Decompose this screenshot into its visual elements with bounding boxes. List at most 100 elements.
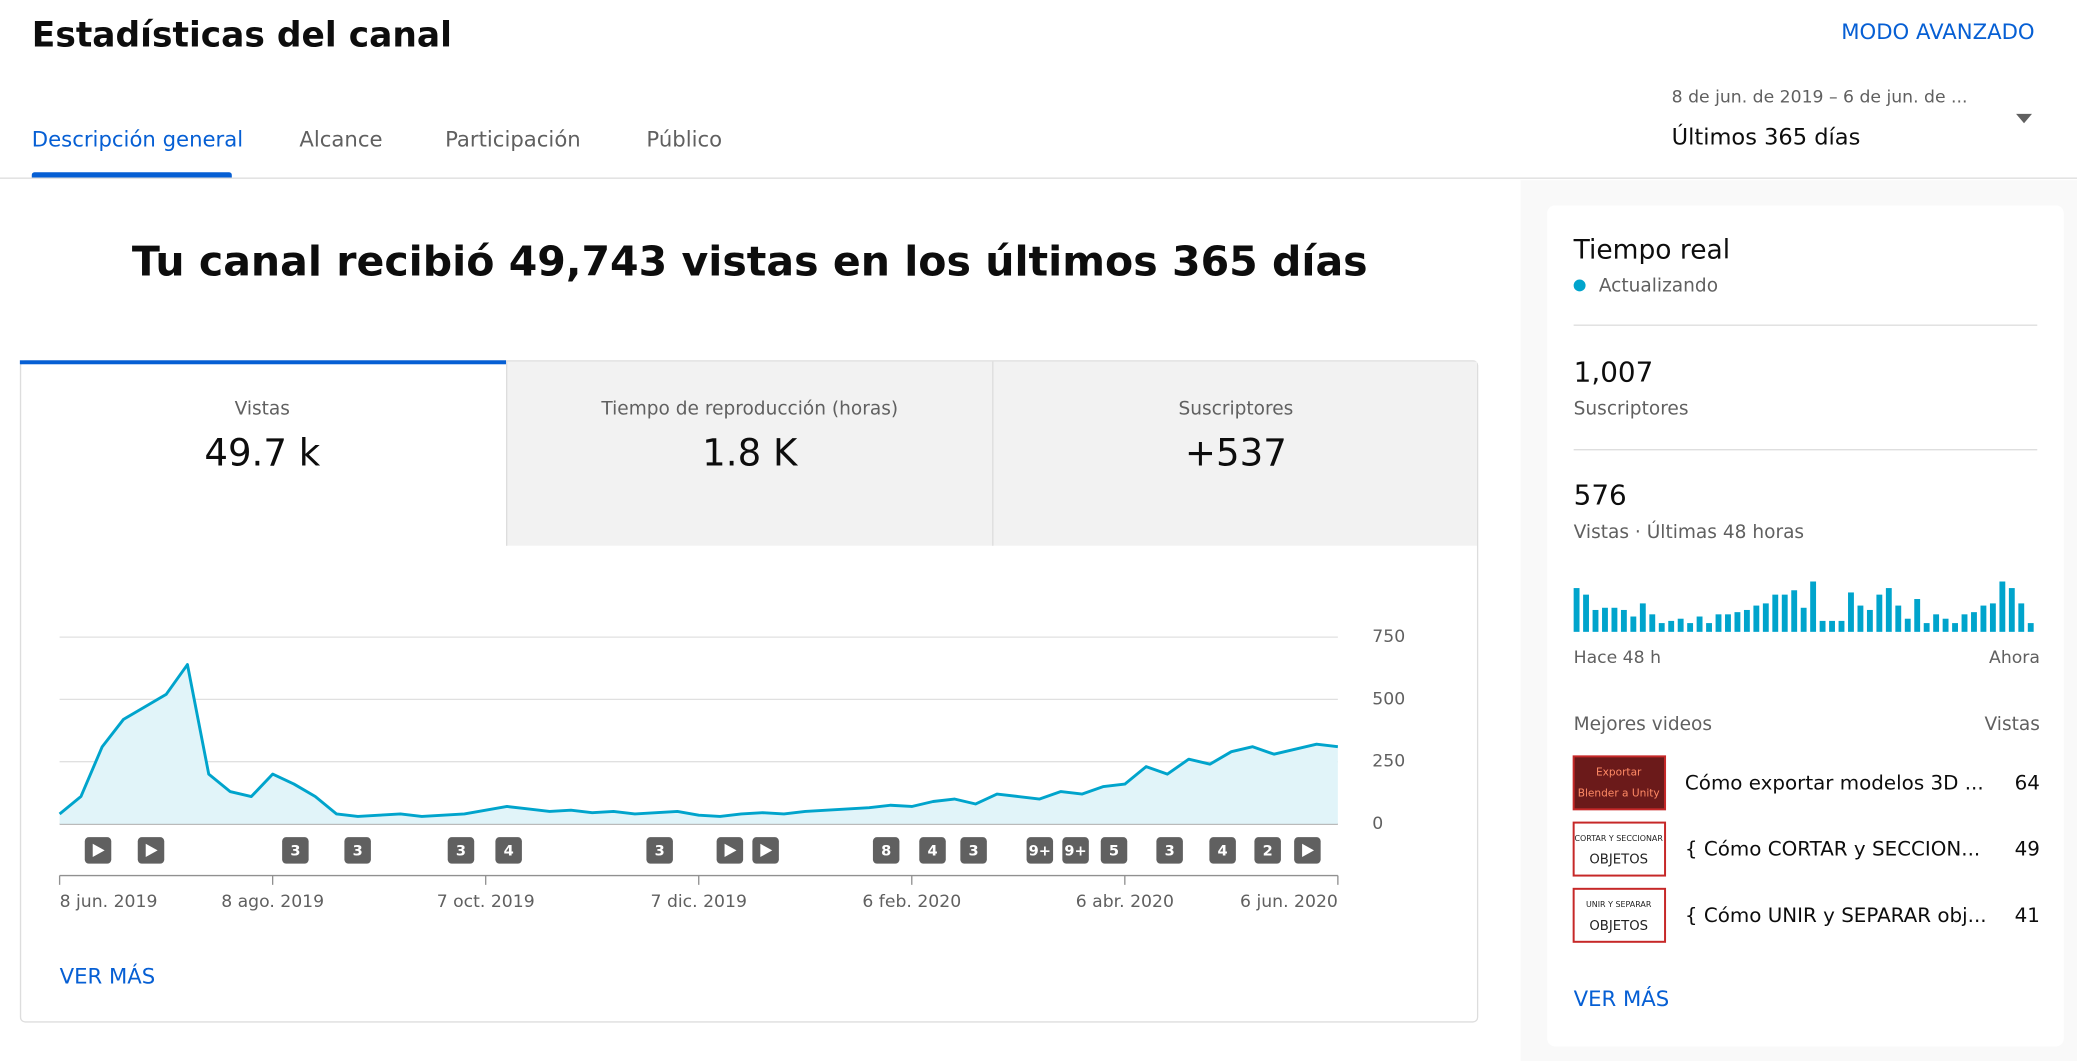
area bbox=[59, 664, 1338, 824]
realtime-status: Actualizando bbox=[1598, 275, 1719, 297]
metric-label[interactable]: Suscriptores bbox=[1178, 398, 1294, 420]
play-icon bbox=[1302, 843, 1315, 858]
spark-bar bbox=[1800, 607, 1807, 632]
spark-bar bbox=[1706, 623, 1712, 632]
spark-bar bbox=[1989, 603, 1996, 632]
metric-label[interactable]: Tiempo de reproducción (horas) bbox=[601, 398, 899, 420]
video-marker bbox=[1026, 837, 1054, 864]
spark-bar bbox=[2018, 603, 2025, 632]
thumbnail-text: CORTAR Y SECCIONAR bbox=[1574, 834, 1663, 843]
video-marker bbox=[872, 837, 900, 864]
advanced-mode-text: MODO AVANZADO bbox=[1841, 19, 2035, 45]
spark-bar bbox=[1762, 603, 1769, 632]
video-marker-label: 3 bbox=[969, 843, 979, 860]
spark-bar bbox=[1952, 623, 1958, 632]
video-marker-label: 2 bbox=[1263, 843, 1273, 860]
video-marker-label: 3 bbox=[1165, 843, 1175, 860]
video-title[interactable]: { Cómo CORTAR y SECCION... bbox=[1684, 837, 1981, 862]
spark-bar bbox=[1791, 590, 1798, 632]
metric-label[interactable]: Vistas bbox=[234, 398, 290, 420]
video-marker-label: 8 bbox=[881, 843, 891, 860]
video-marker-label: 9+ bbox=[1029, 843, 1051, 860]
spark-bar bbox=[1933, 614, 1940, 632]
spark-bar bbox=[1602, 607, 1608, 632]
views-count: 576 bbox=[1573, 479, 1627, 512]
spark-bar bbox=[1971, 612, 1977, 632]
video-marker bbox=[646, 837, 673, 864]
tab[interactable]: Participación bbox=[445, 126, 581, 152]
tab[interactable]: Alcance bbox=[299, 126, 383, 152]
tab-underline bbox=[31, 172, 232, 178]
video-title[interactable]: { Cómo UNIR y SEPARAR obj... bbox=[1684, 903, 1987, 928]
video-views: 64 bbox=[2014, 770, 2040, 795]
thumbnail bbox=[1572, 887, 1667, 943]
video-title[interactable]: Cómo exportar modelos 3D ... bbox=[1684, 770, 1984, 795]
video-marker bbox=[919, 837, 946, 864]
spark-bar bbox=[1753, 605, 1760, 632]
x-tick-label: 7 dic. 2019 bbox=[651, 892, 747, 912]
spark-bar bbox=[1904, 618, 1911, 632]
x-tick-label: 7 oct. 2019 bbox=[437, 892, 535, 912]
spark-bar bbox=[1734, 612, 1741, 632]
spark-bar bbox=[1715, 614, 1722, 632]
video-marker bbox=[495, 837, 522, 864]
see-more[interactable]: VER MÁS bbox=[59, 963, 156, 989]
divider bbox=[1573, 449, 2038, 451]
play-icon bbox=[760, 843, 773, 858]
realtime-title: Tiempo real bbox=[1573, 233, 1731, 265]
spark-bar bbox=[1838, 620, 1845, 632]
metric-value: 1.8 K bbox=[702, 431, 798, 475]
tab[interactable]: Descripción general bbox=[31, 126, 244, 152]
video-marker bbox=[282, 837, 309, 864]
period-select[interactable]: Últimos 365 días bbox=[1671, 124, 1861, 152]
spark-bar bbox=[1876, 594, 1883, 632]
play-icon bbox=[724, 843, 737, 858]
page-title: Estadísticas del canal bbox=[31, 15, 452, 56]
spark-bar bbox=[1649, 614, 1656, 632]
video-marker-label: 3 bbox=[353, 843, 363, 860]
x-tick-label: 6 feb. 2020 bbox=[862, 892, 961, 912]
spark-bar bbox=[1687, 623, 1694, 632]
video-marker bbox=[960, 837, 987, 864]
video-views: 49 bbox=[2014, 837, 2040, 862]
spark-bar bbox=[1914, 599, 1921, 632]
thumbnail-text: OBJETOS bbox=[1589, 853, 1648, 868]
dropdown-arrow[interactable] bbox=[2013, 111, 2034, 127]
spark-bar bbox=[1857, 605, 1864, 632]
top-videos-label: Mejores videos bbox=[1573, 713, 1713, 736]
subscriber-count: 1,007 bbox=[1573, 356, 1654, 389]
thumbnail-text: UNIR Y SEPARAR bbox=[1586, 900, 1652, 909]
spark-bar bbox=[1668, 620, 1675, 632]
thumbnail-text: Exportar bbox=[1596, 766, 1642, 778]
video-marker-label: 5 bbox=[1109, 843, 1119, 860]
see-more[interactable]: VER MÁS bbox=[1573, 986, 1670, 1012]
subscriber-label: Suscriptores bbox=[1573, 398, 1689, 420]
spark-bar bbox=[1866, 609, 1873, 632]
y-tick-label: 250 bbox=[1372, 752, 1405, 772]
metric-value: +537 bbox=[1184, 431, 1287, 475]
video-marker bbox=[1100, 837, 1128, 864]
video-marker-label: 4 bbox=[504, 843, 514, 860]
spark-start: Hace 48 h bbox=[1573, 648, 1661, 669]
spark-bar bbox=[1658, 623, 1665, 632]
tab[interactable]: Público bbox=[646, 126, 723, 152]
spark-bar bbox=[1999, 581, 2006, 632]
views-label: Vistas · Últimas 48 horas bbox=[1573, 521, 1805, 544]
video-marker bbox=[1209, 837, 1236, 864]
spark-bar bbox=[1942, 618, 1949, 632]
x-tick-label: 6 jun. 2020 bbox=[1240, 892, 1338, 912]
spark-bar bbox=[1829, 620, 1835, 632]
y-tick-label: 750 bbox=[1372, 627, 1405, 647]
overview-card bbox=[19, 360, 1479, 1023]
spark-bar bbox=[1848, 592, 1854, 632]
thumbnail-text: OBJETOS bbox=[1589, 919, 1648, 934]
advanced-mode[interactable]: MODO AVANZADO bbox=[1841, 19, 2034, 44]
spark-bar bbox=[1810, 581, 1817, 632]
spark-bar bbox=[1639, 603, 1646, 632]
video-marker-label: 4 bbox=[927, 843, 937, 860]
metric-divider bbox=[506, 361, 508, 546]
thumbnail bbox=[1572, 821, 1667, 877]
